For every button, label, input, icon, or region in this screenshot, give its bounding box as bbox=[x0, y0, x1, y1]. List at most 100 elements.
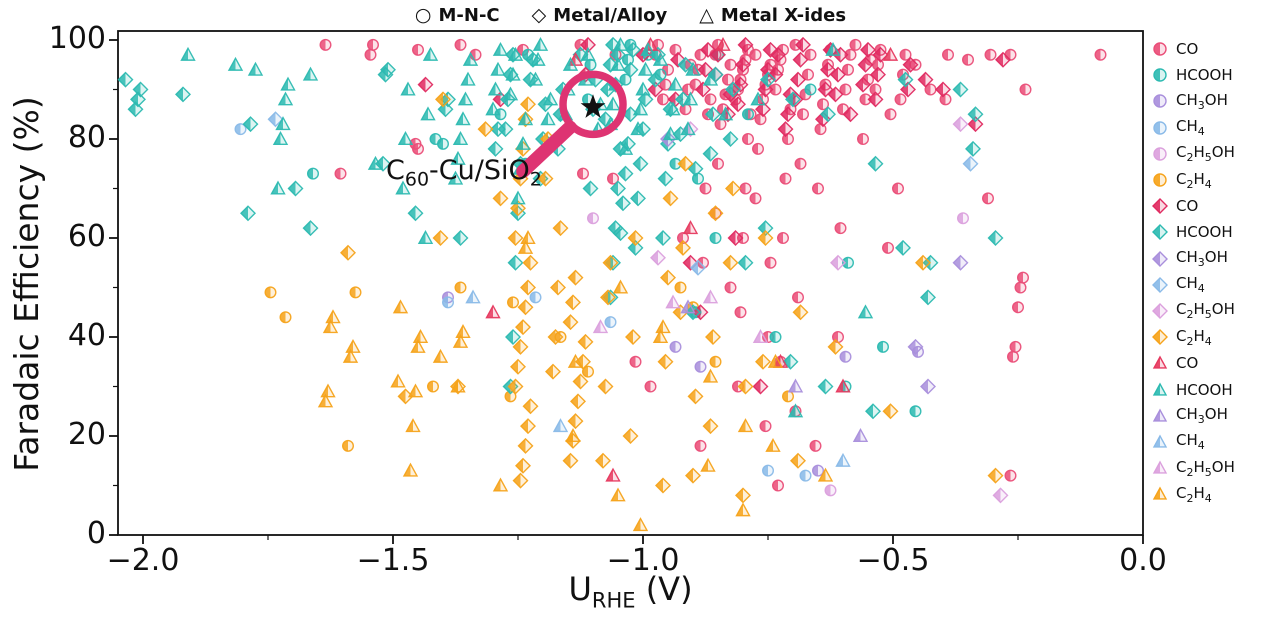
legend-marker-diamond-CH4-icon bbox=[1152, 276, 1168, 293]
marker-diamond-HCOOH bbox=[702, 145, 719, 162]
marker-circle-CO bbox=[962, 53, 974, 66]
marker-triangle-CH4 bbox=[552, 418, 569, 433]
marker-diamond-CO bbox=[827, 86, 844, 103]
marker-triangle-HCOOH bbox=[280, 76, 296, 91]
marker-triangle-C2H4 bbox=[767, 353, 784, 368]
marker-triangle-C2H4 bbox=[410, 338, 426, 353]
x-axis-title-main: U bbox=[568, 570, 592, 608]
marker-diamond-C2H4 bbox=[702, 418, 719, 435]
legend-product-label: CH4 bbox=[1176, 274, 1205, 296]
marker-circle-CH4 bbox=[529, 291, 542, 304]
legend-marker-diamond-CH3OH-icon bbox=[1152, 250, 1168, 267]
legend-marker-triangle-C2H5OH-icon bbox=[1152, 460, 1168, 474]
legend-entry: HCOOH bbox=[1151, 62, 1235, 88]
marker-diamond-HCOOH bbox=[737, 254, 754, 271]
marker-triangle-HCOOH bbox=[517, 111, 534, 126]
legend-marker-triangle-CO-icon bbox=[1152, 355, 1168, 369]
legend-marker-circle-CO-icon bbox=[1153, 42, 1167, 56]
y-axis-title: Faradaic Efficiency (%) bbox=[7, 96, 46, 472]
marker-triangle-C2H4 bbox=[817, 467, 834, 482]
marker-diamond-C2H4 bbox=[600, 289, 616, 306]
marker-diamond-HCOOH bbox=[287, 180, 304, 197]
annotation-label: C60-Cu/SiO2 bbox=[386, 155, 542, 191]
marker-diamond-CO bbox=[417, 76, 434, 93]
marker-triangle-HCOOH bbox=[617, 140, 634, 155]
marker-diamond-CO bbox=[752, 378, 769, 395]
marker-triangle-HCOOH bbox=[277, 91, 294, 106]
marker-circle-CO bbox=[724, 281, 737, 294]
legend-entry: CH3OH bbox=[1151, 88, 1235, 114]
legend-entry: C2H4 bbox=[1151, 324, 1235, 350]
marker-diamond-HCOOH bbox=[655, 230, 671, 246]
marker-triangle-HCOOH bbox=[490, 61, 506, 76]
marker-diamond-C2H4 bbox=[677, 155, 694, 172]
marker-circle-CO bbox=[892, 182, 904, 195]
marker-circle-CO bbox=[834, 222, 847, 235]
y-tick-label: 60 bbox=[67, 219, 106, 254]
marker-triangle-C2H4 bbox=[345, 338, 361, 353]
marker-circle-C2H5OH bbox=[824, 484, 837, 497]
legend-product-label: CH3OH bbox=[1176, 90, 1228, 112]
marker-diamond-HCOOH bbox=[377, 66, 394, 83]
legend-marker-circle-C2H4-icon bbox=[1153, 173, 1167, 187]
marker-diamond-HCOOH bbox=[657, 170, 674, 187]
marker-diamond-HCOOH bbox=[897, 71, 914, 88]
marker-diamond-C2H4 bbox=[722, 254, 739, 271]
marker-diamond-HCOOH bbox=[407, 205, 424, 222]
marker-diamond-HCOOH bbox=[705, 106, 721, 123]
marker-diamond-C2H4 bbox=[625, 329, 641, 345]
legend-product-label: CH4 bbox=[1176, 117, 1205, 139]
marker-triangle-HCOOH bbox=[227, 56, 244, 71]
y-tick-label: 40 bbox=[67, 318, 106, 353]
marker-triangle-HCOOH bbox=[447, 170, 464, 185]
marker-circle-CO bbox=[364, 48, 377, 61]
marker-circle-HCOOH bbox=[769, 330, 782, 344]
marker-diamond-C2H4 bbox=[735, 487, 751, 504]
plot-border-spines bbox=[117, 30, 1144, 536]
marker-diamond-C2H4 bbox=[517, 299, 534, 316]
marker-diamond-CO bbox=[670, 51, 686, 68]
marker-triangle-HCOOH bbox=[825, 41, 841, 56]
marker-triangle-CO bbox=[715, 36, 731, 51]
marker-diamond-C2H4 bbox=[577, 333, 594, 350]
marker-diamond-CH3OH bbox=[920, 378, 936, 395]
legend-marker-circle-CH4-icon bbox=[1153, 120, 1167, 135]
marker-circle-CO bbox=[734, 306, 747, 319]
magnifier-handle bbox=[516, 120, 577, 179]
marker-diamond-HCOOH bbox=[240, 205, 256, 222]
marker-diamond-CO bbox=[935, 81, 951, 98]
marker-triangle-C2H4 bbox=[317, 393, 334, 408]
marker-circle-C2H4 bbox=[507, 296, 519, 309]
marker-circle-C2H4 bbox=[674, 281, 687, 294]
marker-triangle-C2H4 bbox=[492, 477, 509, 492]
marker-diamond-CO bbox=[695, 81, 711, 98]
marker-diamond-HCOOH bbox=[965, 140, 981, 157]
legend-entry: C2H5OH bbox=[1151, 455, 1235, 481]
marker-circle-HCOOH bbox=[877, 340, 889, 353]
marker-triangle-HCOOH bbox=[452, 131, 469, 146]
marker-triangle-HCOOH bbox=[632, 101, 649, 116]
marker-diamond-HCOOH bbox=[242, 116, 259, 133]
marker-diamond-HCOOH bbox=[952, 81, 969, 98]
legend-entry: CH4 bbox=[1151, 272, 1235, 298]
marker-diamond-C2H4 bbox=[515, 319, 531, 336]
marker-circle-HCOOH bbox=[804, 83, 817, 96]
marker-circle-C2H4 bbox=[454, 281, 467, 294]
legend-entry: HCOOH bbox=[1151, 219, 1235, 245]
marker-circle-CO bbox=[794, 157, 807, 170]
marker-triangle-C2H4 bbox=[517, 239, 534, 254]
marker-circle-CO bbox=[412, 43, 424, 56]
legend-entry: C2H5OH bbox=[1151, 298, 1235, 324]
marker-circle-CO bbox=[942, 48, 954, 61]
marker-circle-C2H5OH bbox=[957, 212, 969, 225]
marker-circle-CO bbox=[984, 48, 997, 61]
marker-triangle-HCOOH bbox=[787, 403, 804, 418]
marker-diamond-HCOOH bbox=[302, 220, 319, 237]
marker-diamond-CO bbox=[730, 96, 746, 113]
marker-triangle-HCOOH bbox=[492, 41, 509, 56]
marker-circle-CO bbox=[882, 241, 894, 254]
shape-legend-item: ○ M-N-C bbox=[415, 5, 500, 26]
marker-diamond-HCOOH bbox=[785, 91, 801, 108]
marker-diamond-HCOOH bbox=[615, 195, 631, 212]
marker-diamond-C2H4 bbox=[567, 413, 584, 430]
